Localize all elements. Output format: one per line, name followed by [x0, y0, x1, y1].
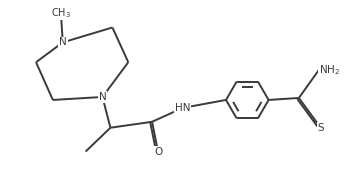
Text: S: S [317, 123, 324, 133]
Text: N: N [59, 37, 67, 47]
Text: NH$_2$: NH$_2$ [319, 63, 340, 77]
Text: N: N [99, 92, 106, 102]
Text: HN: HN [175, 103, 191, 113]
Text: CH$_3$: CH$_3$ [51, 6, 71, 19]
Text: O: O [154, 147, 162, 157]
